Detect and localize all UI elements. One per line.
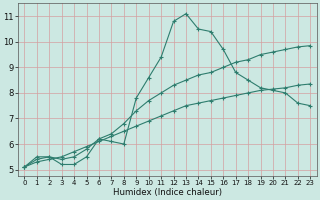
- X-axis label: Humidex (Indice chaleur): Humidex (Indice chaleur): [113, 188, 222, 197]
